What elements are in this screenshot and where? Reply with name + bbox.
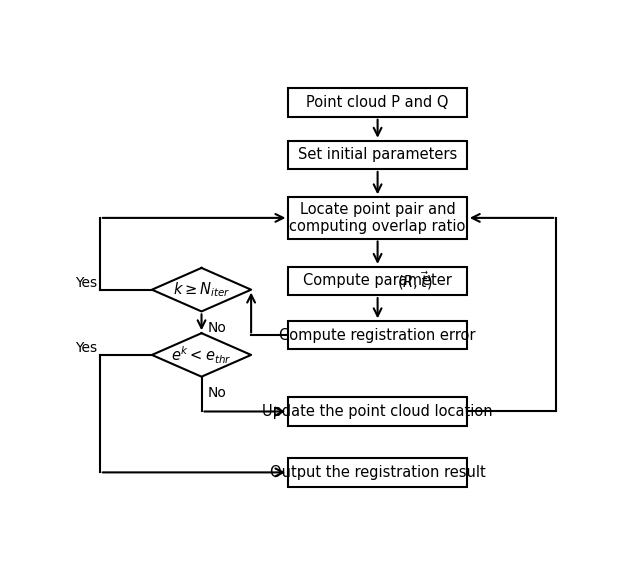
Text: Output the registration result: Output the registration result xyxy=(269,465,486,480)
FancyBboxPatch shape xyxy=(288,397,467,425)
Text: Compute parameter: Compute parameter xyxy=(303,273,452,289)
FancyBboxPatch shape xyxy=(288,197,467,238)
Text: $e^k < e_{thr}$: $e^k < e_{thr}$ xyxy=(172,344,232,366)
FancyBboxPatch shape xyxy=(288,89,467,117)
Text: Yes: Yes xyxy=(76,341,97,355)
Text: Yes: Yes xyxy=(76,276,97,290)
Text: $(R,\vec{t})$: $(R,\vec{t})$ xyxy=(397,270,433,293)
Text: No: No xyxy=(207,386,227,400)
Text: Update the point cloud location: Update the point cloud location xyxy=(262,404,493,419)
Text: Compute registration error: Compute registration error xyxy=(279,328,476,343)
Text: Point cloud P and Q: Point cloud P and Q xyxy=(307,95,449,110)
FancyBboxPatch shape xyxy=(288,141,467,169)
Text: No: No xyxy=(207,321,227,335)
Text: Set initial parameters: Set initial parameters xyxy=(298,147,457,162)
FancyBboxPatch shape xyxy=(288,321,467,350)
FancyBboxPatch shape xyxy=(288,267,467,295)
Text: $k \geq N_{iter}$: $k \geq N_{iter}$ xyxy=(173,280,230,299)
Text: Locate point pair and
computing overlap ratio: Locate point pair and computing overlap … xyxy=(289,202,466,234)
FancyBboxPatch shape xyxy=(288,458,467,486)
